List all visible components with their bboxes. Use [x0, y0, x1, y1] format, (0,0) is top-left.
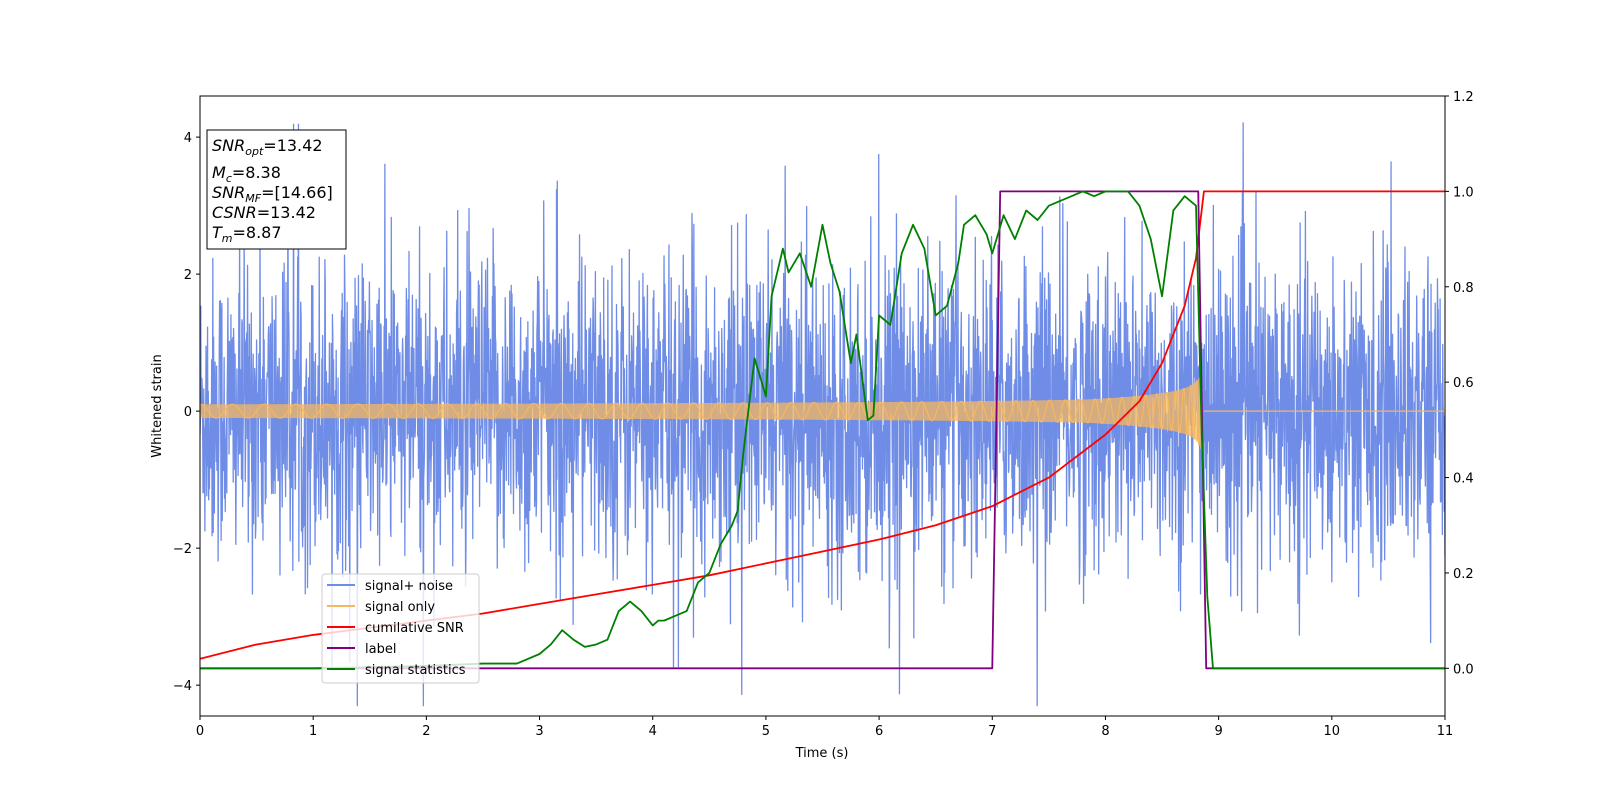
x-tick-label: 9	[1214, 724, 1222, 739]
series-signal-only	[200, 371, 1203, 446]
legend-item-cumulative-snr: cumilative SNR	[327, 621, 464, 636]
snr-mf-value: =[14.66]	[261, 183, 333, 202]
mc-value: =8.38	[232, 163, 281, 182]
y-right-tick-label: 0.8	[1453, 281, 1474, 296]
y-left-tick-label: −4	[173, 679, 192, 694]
csnr-annotation: CSNR=13.42	[212, 203, 316, 222]
y-right-tick-label: 1.0	[1453, 185, 1474, 200]
snr-opt-value: =13.42	[263, 136, 322, 155]
series-signal-only-envelope	[200, 370, 1202, 452]
x-tick-label: 3	[535, 724, 543, 739]
y-axis-label: Whitened strain	[150, 354, 165, 457]
y-left-tick-label: 2	[184, 268, 192, 283]
plot-frame	[199, 95, 1446, 717]
series-signal-statistics	[200, 190, 1445, 670]
legend-item-signal-noise: signal+ noise	[327, 579, 453, 594]
tm-annotation: Tm=8.87	[212, 223, 282, 245]
legend-label-signal-only: signal only	[365, 600, 435, 615]
y-left-tick-label: −2	[173, 542, 192, 557]
x-tick-label: 1	[309, 724, 317, 739]
legend-label-cumulative-snr: cumilative SNR	[365, 621, 464, 636]
legend-label-label: label	[365, 642, 396, 657]
y-right-tick-label: 0.6	[1453, 376, 1474, 391]
x-tick-label: 10	[1324, 724, 1341, 739]
mc-annotation: Mc=8.38	[212, 163, 281, 185]
x-tick-label: 7	[988, 724, 996, 739]
y-left-tick-label: 0	[184, 405, 192, 420]
series-signal-noise	[200, 122, 1445, 707]
snr-opt-annotation: SNRopt=13.42	[212, 136, 323, 158]
stats-annotation: SNRopt=13.42 Mc=8.38 SNRMF=[14.66] CSNR=…	[206, 129, 347, 250]
legend-box	[321, 573, 480, 684]
legend: signal+ noise signal only cumilative SNR…	[321, 573, 480, 684]
x-tick-label: 11	[1437, 724, 1454, 739]
x-tick-label: 0	[196, 724, 204, 739]
snr-mf-annotation: SNRMF=[14.66]	[212, 183, 333, 205]
legend-label-signal-statistics: signal statistics	[365, 663, 466, 678]
legend-item-signal-only: signal only	[327, 600, 435, 615]
y-right-tick-label: 0.2	[1453, 567, 1474, 582]
x-axis-label: Time (s)	[795, 746, 849, 761]
csnr-value: =13.42	[257, 203, 316, 222]
y-left-tick-label: 4	[184, 131, 192, 146]
x-tick-label: 8	[1101, 724, 1109, 739]
x-tick-label: 2	[422, 724, 430, 739]
y-right-tick-label: 1.2	[1453, 90, 1474, 105]
x-tick-label: 4	[649, 724, 657, 739]
legend-item-label: label	[327, 642, 396, 657]
tm-value: =8.87	[233, 223, 282, 242]
x-tick-label: 6	[875, 724, 883, 739]
y-right-tick-label: 0.4	[1453, 472, 1474, 487]
y-right-tick-label: 0.0	[1453, 662, 1474, 677]
legend-label-signal-noise: signal+ noise	[365, 579, 453, 594]
x-tick-label: 5	[762, 724, 770, 739]
annotation-box	[206, 129, 347, 250]
axes-ticks: 0 1 2 3 4 5 6 7 8 9 10 11 −4 −2 0 2 4 0.0 0.2 0.4 0.6 0.8 1.0 1…	[173, 90, 1474, 739]
legend-item-signal-statistics: signal statistics	[327, 663, 466, 678]
